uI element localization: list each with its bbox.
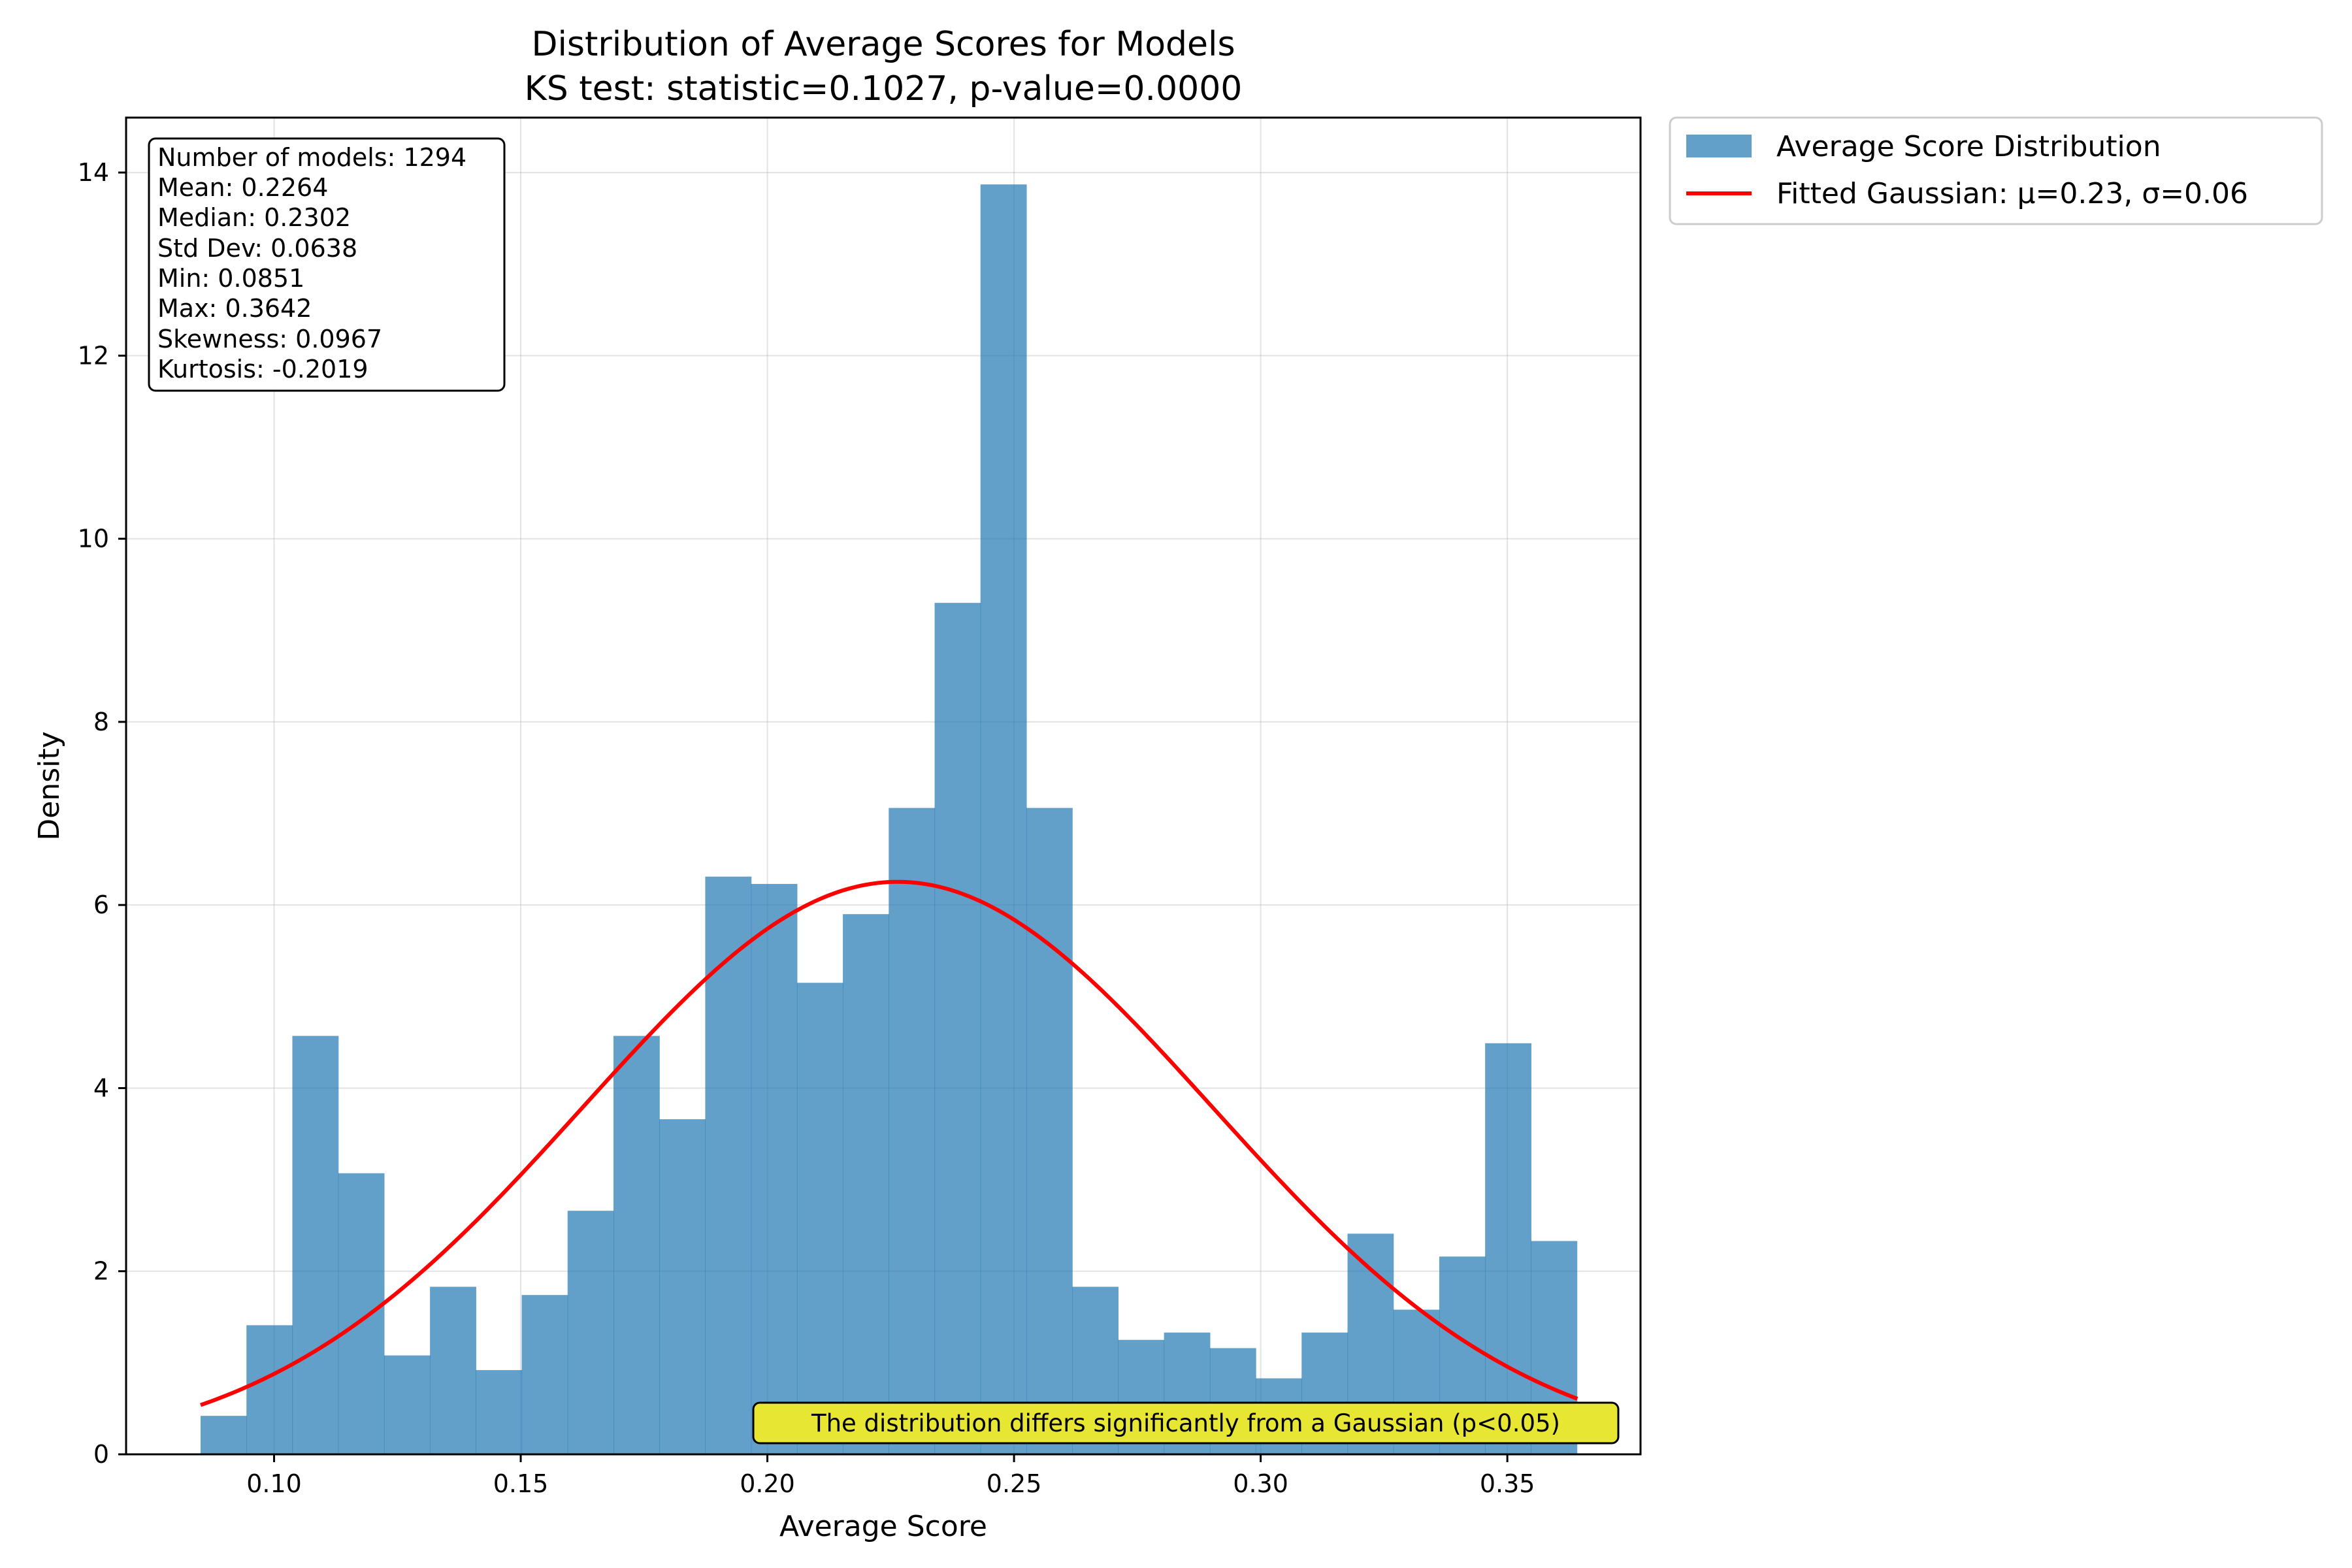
y-tick-label: 4 <box>93 1073 109 1102</box>
histogram-bar <box>338 1173 385 1454</box>
x-axis-ticks: 0.10 0.15 0.20 0.25 0.30 0.35 <box>246 1454 1535 1498</box>
histogram-bar <box>613 1036 660 1454</box>
histogram-bar <box>1026 808 1073 1454</box>
stats-box: Number of models: 1294 Mean: 0.2264 Medi… <box>148 137 506 392</box>
legend-label-histogram: Average Score Distribution <box>1776 130 2161 163</box>
x-tick-label: 0.10 <box>246 1469 302 1498</box>
histogram-bar <box>796 983 843 1454</box>
significance-note: The distribution differs significantly f… <box>752 1401 1620 1445</box>
histogram-bar <box>292 1036 339 1454</box>
histogram-bar <box>934 602 981 1454</box>
histogram-bar <box>384 1355 431 1454</box>
x-axis-label: Average Score <box>779 1510 987 1543</box>
histogram-bar <box>476 1370 523 1454</box>
histogram-bar <box>567 1211 614 1454</box>
histogram-bar <box>521 1295 568 1454</box>
stats-line-min: Min: 0.0851 <box>157 264 304 293</box>
legend-swatch-histogram <box>1686 135 1752 157</box>
histogram-bar <box>705 876 752 1454</box>
stats-line-skewness: Skewness: 0.0967 <box>157 325 382 353</box>
histogram-bars <box>201 184 1578 1454</box>
y-tick-label: 6 <box>93 890 109 919</box>
x-tick-label: 0.25 <box>987 1469 1042 1498</box>
stats-line-stddev: Std Dev: 0.0638 <box>157 234 357 263</box>
x-tick-label: 0.30 <box>1233 1469 1288 1498</box>
gaussian-curve <box>200 879 1578 1407</box>
stats-line-mean: Mean: 0.2264 <box>157 173 328 202</box>
y-tick-label: 14 <box>78 158 109 187</box>
x-tick-label: 0.35 <box>1480 1469 1535 1498</box>
stats-line-max: Max: 0.3642 <box>157 294 312 323</box>
legend-label-gaussian: Fitted Gaussian: μ=0.23, σ=0.06 <box>1776 177 2248 210</box>
histogram-bar <box>889 808 936 1454</box>
stats-line-models: Number of models: 1294 <box>157 143 466 172</box>
stats-line-kurtosis: Kurtosis: -0.2019 <box>157 355 368 384</box>
y-tick-label: 2 <box>93 1257 109 1286</box>
x-tick-label: 0.15 <box>493 1469 549 1498</box>
y-tick-label: 10 <box>78 525 109 553</box>
chart-title: Distribution of Average Scores for Model… <box>531 25 1235 64</box>
significance-note-text: The distribution differs significantly f… <box>811 1409 1560 1437</box>
histogram-bar <box>843 914 889 1454</box>
chart-subtitle: KS test: statistic=0.1027, p-value=0.000… <box>525 69 1243 108</box>
histogram-bar <box>201 1416 247 1454</box>
y-tick-label: 12 <box>78 341 109 370</box>
plot-frame <box>125 116 1642 1456</box>
legend: Average Score Distribution Fitted Gaussi… <box>1669 116 2323 225</box>
y-axis-label: Density <box>33 731 66 840</box>
histogram-bar <box>980 184 1027 1454</box>
histogram-bar <box>1485 1043 1531 1454</box>
y-tick-label: 8 <box>93 708 109 736</box>
histogram-bar <box>430 1286 476 1454</box>
histogram-bar <box>659 1119 706 1454</box>
y-axis-ticks: 0 2 4 6 8 10 12 14 <box>78 158 126 1469</box>
stats-line-median: Median: 0.2302 <box>157 203 351 232</box>
histogram-bar <box>751 883 798 1454</box>
histogram-bar <box>246 1325 293 1454</box>
x-tick-label: 0.20 <box>740 1469 795 1498</box>
y-tick-label: 0 <box>93 1440 109 1469</box>
